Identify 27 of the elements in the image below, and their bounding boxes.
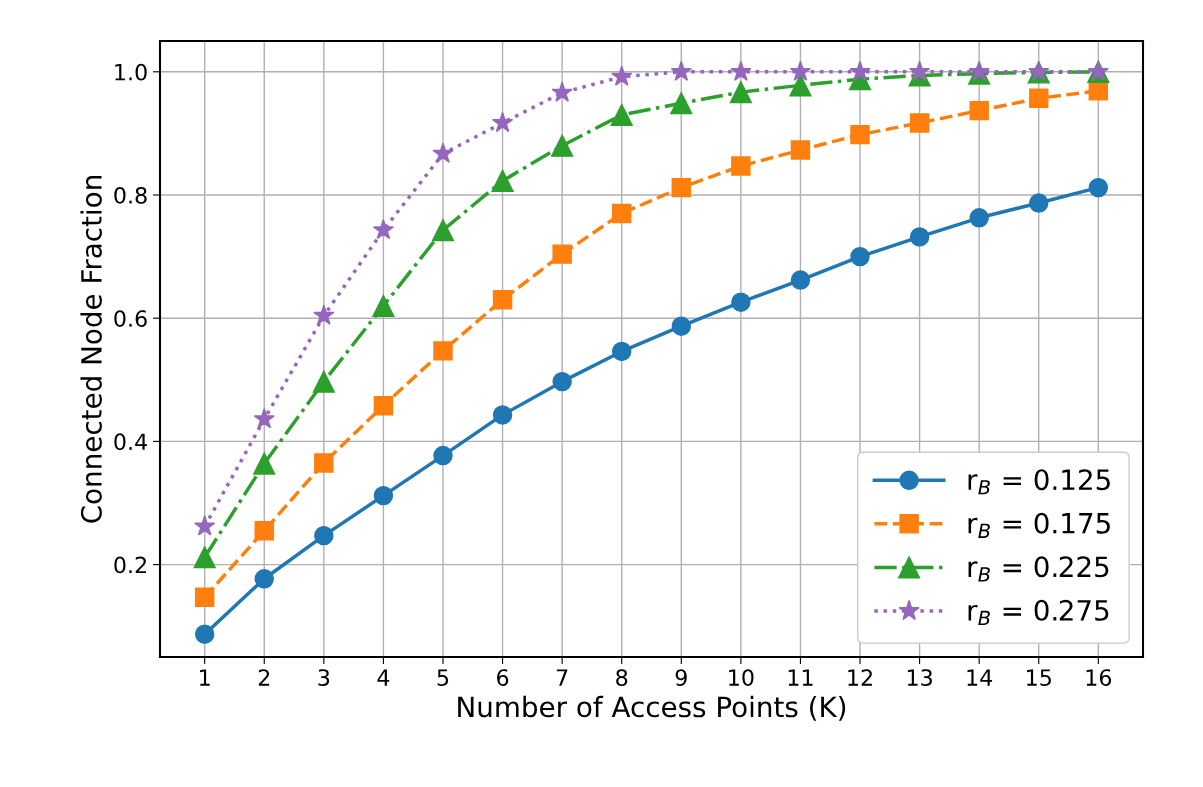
x-axis-title: Number of Access Points (K): [458, 695, 846, 721]
y-tick-label: 0.2: [114, 556, 146, 574]
y-tick-label: 1.0: [115, 63, 147, 81]
x-tick-label: 8: [616, 669, 628, 687]
x-tick-label: 5: [437, 669, 449, 687]
legend-label: r$_{B}$ = 0.175: [968, 512, 1110, 538]
legend-label: r$_{B}$ = 0.225: [968, 556, 1109, 582]
x-tick-label: 9: [675, 669, 687, 687]
y-tick-label: 0.4: [114, 433, 147, 451]
x-tick-label: 15: [1027, 669, 1051, 687]
x-tick-label: 2: [258, 669, 270, 686]
x-tick-label: 11: [788, 669, 813, 686]
x-tick-label: 10: [729, 669, 754, 687]
x-tick-label: 14: [967, 669, 993, 686]
x-tick-label: 12: [848, 669, 872, 686]
y-tick-label: 0.6: [114, 310, 147, 327]
legend-label: r$_{B}$ = 0.275: [968, 599, 1109, 626]
x-tick-label: 13: [907, 669, 932, 687]
y-tick-label: 0.8: [114, 186, 147, 204]
x-tick-label: 7: [556, 669, 568, 686]
x-tick-label: 6: [497, 669, 509, 687]
y-axis-title: Connected Node Fraction: [80, 176, 102, 523]
x-tick-label: 4: [377, 669, 390, 686]
x-tick-label: 3: [318, 669, 330, 687]
x-tick-label: 1: [200, 669, 210, 686]
legend-label: r$_{B}$ = 0.125: [968, 469, 1110, 495]
x-tick-label: 16: [1086, 669, 1112, 687]
